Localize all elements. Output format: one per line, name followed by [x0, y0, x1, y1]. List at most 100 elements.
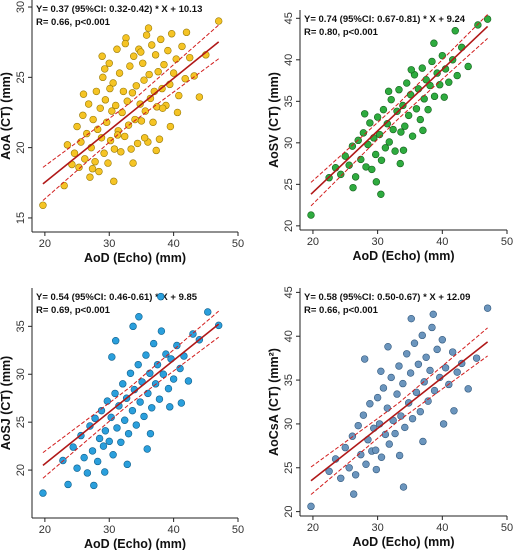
- data-point: [158, 104, 167, 112]
- ci-upper-line: [42, 24, 220, 168]
- ci-upper-line: [310, 327, 488, 468]
- ci-lower-line: [42, 58, 219, 201]
- data-point: [162, 350, 170, 358]
- data-point: [341, 152, 349, 160]
- data-point: [214, 321, 223, 330]
- data-point: [429, 310, 437, 319]
- data-point: [172, 55, 180, 63]
- data-point: [373, 393, 382, 402]
- data-point: [399, 483, 408, 491]
- ci-lower-line: [42, 336, 219, 479]
- data-point: [123, 97, 131, 105]
- data-point: [80, 453, 88, 462]
- data-point: [441, 364, 450, 372]
- ci-lower-line: [310, 355, 488, 495]
- data-point: [126, 369, 135, 377]
- y-tick-label: 45: [283, 286, 295, 298]
- data-point: [152, 146, 160, 155]
- data-point: [377, 453, 386, 461]
- data-point: [379, 384, 388, 392]
- data-point: [366, 119, 374, 127]
- data-point: [101, 427, 110, 435]
- data-point: [159, 370, 168, 378]
- data-point: [420, 95, 428, 103]
- data-point: [89, 115, 97, 124]
- data-point: [357, 155, 365, 164]
- data-point: [214, 17, 223, 25]
- data-point: [95, 434, 104, 443]
- data-point: [175, 91, 183, 100]
- x-axis-label: AoD (Echo) (mm): [352, 535, 454, 549]
- data-point: [341, 443, 349, 452]
- data-point: [83, 469, 92, 477]
- data-point: [146, 94, 155, 103]
- data-point: [412, 105, 421, 113]
- data-point: [412, 388, 421, 397]
- data-point: [79, 111, 87, 119]
- y-tick-label: 35: [283, 95, 295, 107]
- data-point: [410, 339, 419, 347]
- data-point: [439, 420, 448, 428]
- data-point: [149, 118, 157, 127]
- data-point: [371, 446, 380, 454]
- data-point: [142, 31, 151, 39]
- data-point: [105, 437, 113, 446]
- data-point: [399, 101, 407, 110]
- regression-line: [42, 41, 220, 185]
- data-point: [135, 313, 143, 321]
- data-point: [377, 367, 385, 376]
- data-point: [148, 404, 156, 412]
- data-point: [132, 82, 140, 90]
- x-tick-label: 40: [168, 238, 180, 250]
- data-point: [146, 369, 154, 377]
- data-point: [399, 146, 408, 155]
- data-point: [105, 59, 113, 67]
- data-point: [106, 84, 114, 93]
- y-tick-label: 25: [15, 71, 27, 83]
- data-point: [86, 173, 94, 181]
- data-point: [128, 89, 137, 97]
- data-point: [69, 443, 77, 451]
- x-axis-label: AoD (Echo) (mm): [84, 251, 186, 265]
- y-tick-label: 15: [15, 212, 27, 224]
- data-point: [451, 27, 459, 35]
- data-point: [357, 450, 365, 459]
- data-point: [83, 129, 91, 138]
- correlation-stats: R= 0.69, p<0.001: [36, 305, 111, 316]
- data-point: [88, 447, 97, 455]
- data-point: [424, 105, 432, 114]
- data-point: [407, 314, 415, 323]
- data-point: [140, 412, 148, 421]
- data-point: [395, 362, 403, 370]
- data-point: [148, 41, 156, 49]
- y-tick-label: 25: [15, 416, 27, 428]
- data-point: [143, 445, 151, 453]
- data-point: [433, 69, 441, 77]
- data-point: [173, 341, 181, 350]
- data-point: [404, 111, 413, 120]
- data-point: [436, 81, 444, 89]
- data-point: [127, 145, 135, 153]
- data-point: [129, 159, 137, 167]
- data-point: [349, 183, 357, 192]
- x-tick-label: 50: [501, 522, 513, 534]
- data-point: [99, 73, 107, 82]
- data-point: [120, 132, 129, 141]
- x-tick-label: 40: [436, 522, 448, 534]
- data-point: [337, 474, 345, 482]
- data-point: [75, 163, 83, 172]
- data-point: [349, 490, 358, 498]
- data-point: [377, 156, 386, 164]
- data-point: [325, 467, 333, 475]
- data-point: [103, 397, 112, 405]
- regression-equation: Y= 0.37 (95%CI: 0.32-0.42) * X + 10.13: [36, 4, 202, 15]
- data-point: [142, 351, 150, 359]
- data-point: [169, 69, 178, 77]
- data-point: [93, 457, 102, 466]
- chart-2: 20 30 40 50 20 25 30 35 40 45 AoD (Echo) (mm) AoSV …: [267, 10, 513, 263]
- data-point: [414, 360, 423, 368]
- data-point: [110, 145, 119, 153]
- data-point: [70, 149, 79, 157]
- ci-lower-line: [310, 38, 488, 207]
